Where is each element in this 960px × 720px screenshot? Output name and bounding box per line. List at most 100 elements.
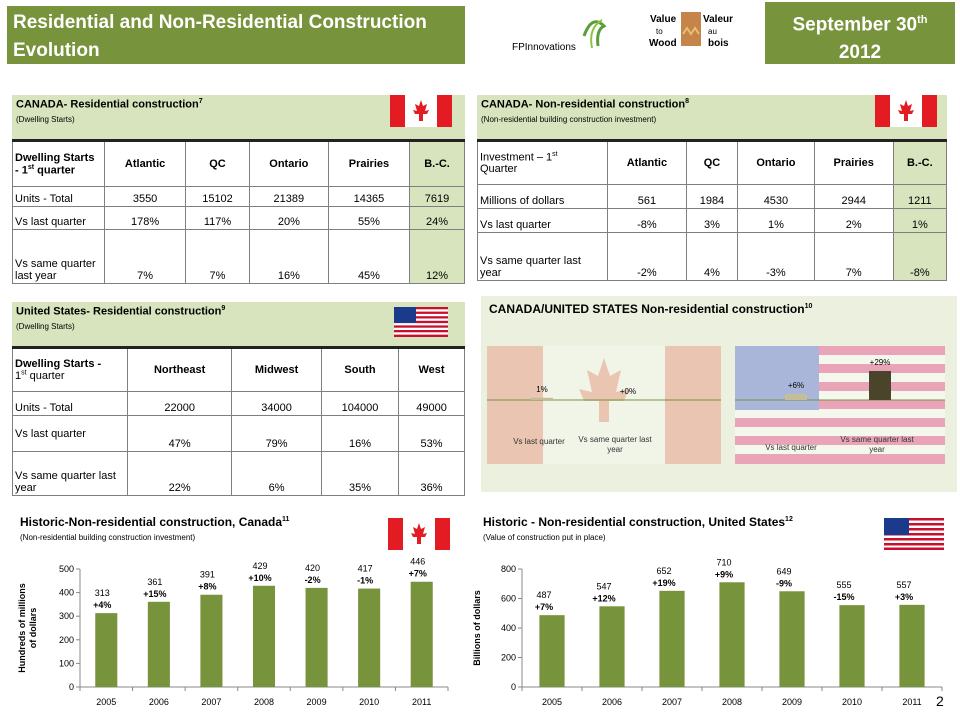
bar-change-label: -2% xyxy=(305,575,321,585)
chart-bar xyxy=(200,594,223,687)
canada-nonres-col: B.-C. xyxy=(892,140,948,185)
bar-change-label: +3% xyxy=(895,592,913,602)
canada-nonres-col0: Investment – 1st Quarter xyxy=(477,140,608,185)
flag-chart-category-label: Vs same quarter last xyxy=(578,435,652,444)
bar-change-label: +7% xyxy=(409,569,427,579)
bar-value-label: 446 xyxy=(410,557,425,567)
canada-residential-table: Dwelling Starts - 1st quarter Atlantic QC… xyxy=(12,139,465,284)
canada-res-sub: (Dwelling Starts) xyxy=(16,114,75,124)
bar-change-label: +4% xyxy=(93,600,111,610)
flag-chart-value-label: +29% xyxy=(870,358,891,367)
y-tick-label: 400 xyxy=(59,588,74,598)
fp-logo-text: FPInnovations xyxy=(512,42,576,53)
flag-chart-value-label: 1% xyxy=(536,385,548,394)
canada-nonres-col: Prairies xyxy=(813,140,894,185)
nonres-flag-panel: CANADA/UNITED STATES Non-residential con… xyxy=(481,296,957,492)
table-row: Units - Total 22000 34000 104000 49000 xyxy=(12,391,465,416)
canada-res-col: Ontario xyxy=(248,140,329,187)
y-tick-label: 200 xyxy=(59,635,74,645)
chart-bar xyxy=(358,588,381,687)
flag-chart-bar xyxy=(869,371,891,400)
bar-value-label: 391 xyxy=(200,570,215,580)
bar-change-label: +12% xyxy=(592,593,615,603)
date-badge: September 30th 2012 xyxy=(765,2,955,64)
ns-panel-title: CANADA/UNITED STATES Non-residential con… xyxy=(489,302,813,316)
canada-residential-panel: CANADA- Residential construction7 (Dwell… xyxy=(12,95,465,284)
bar-value-label: 557 xyxy=(896,580,911,590)
v2w-text-1: Value xyxy=(650,14,677,25)
date-main: September 30 xyxy=(792,14,918,36)
canada-res-heading-sup: 7 xyxy=(198,98,203,105)
bar-value-label: 420 xyxy=(305,563,320,573)
page-number: 2 xyxy=(936,693,944,709)
flag-chart-category-label: year xyxy=(607,445,623,454)
x-tick-label: 2006 xyxy=(602,697,622,707)
y-tick-label: 0 xyxy=(511,682,516,692)
bar-change-label: +15% xyxy=(143,589,166,599)
bar-value-label: 313 xyxy=(95,588,110,598)
table-row: Vs same quarter last year -2% 4% -3% 7% … xyxy=(477,232,948,281)
usa-flag-icon xyxy=(884,518,944,550)
chart-bar xyxy=(599,606,625,687)
flag-chart-value-label: +0% xyxy=(620,387,636,396)
y-tick-label: 0 xyxy=(69,682,74,692)
chart-bar xyxy=(539,615,565,687)
y-axis-label: Billions of dollars xyxy=(472,590,482,666)
canada-nonresidential-table: Investment – 1st Quarter Atlantic QC Ont… xyxy=(477,139,948,281)
x-tick-label: 2010 xyxy=(842,697,862,707)
bar-value-label: 417 xyxy=(358,564,373,574)
bar-value-label: 361 xyxy=(147,577,162,587)
vab-text-3: bois xyxy=(708,38,729,49)
bar-value-label: 652 xyxy=(656,566,671,576)
canada-nonres-col: QC xyxy=(685,140,739,185)
bar-change-label: +7% xyxy=(535,602,553,612)
flag-chart-category-label: year xyxy=(869,445,885,454)
chart-bar xyxy=(147,601,170,687)
hist-us-title: Historic - Non-residential construction,… xyxy=(483,515,793,529)
chart-bar xyxy=(252,585,276,687)
logos: FPInnovations Value to Wood Valeur au bo… xyxy=(512,8,762,58)
flag-chart-bar xyxy=(531,397,553,400)
x-tick-label: 2010 xyxy=(359,697,379,707)
x-tick-label: 2007 xyxy=(201,697,221,707)
bar-change-label: +19% xyxy=(652,578,675,588)
bar-change-label: -9% xyxy=(776,578,792,588)
us-res-col: Midwest xyxy=(231,347,322,392)
us-residential-panel: United States- Residential construction9… xyxy=(12,302,465,496)
chart-bar xyxy=(779,591,805,687)
flag-charts-svg: 1% Vs last quarter +0% Vs same quarter last… xyxy=(487,346,945,464)
canada-res-col: QC xyxy=(185,140,250,187)
vab-text-2: au xyxy=(708,27,717,36)
x-tick-label: 2011 xyxy=(412,697,431,707)
chart-bar xyxy=(719,582,745,687)
y-tick-label: 200 xyxy=(501,653,516,663)
y-tick-label: 600 xyxy=(501,594,516,604)
table-row: Vs last quarter -8% 3% 1% 2% 1% xyxy=(477,208,948,233)
vab-text-1: Valeur xyxy=(703,14,733,25)
date-year: 2012 xyxy=(838,42,882,64)
bar-change-label: +9% xyxy=(715,569,733,579)
table-row: Units - Total 3550 15102 21389 14365 761… xyxy=(12,186,465,207)
chart-bar xyxy=(659,590,685,687)
canada-residential-header: CANADA- Residential construction7 (Dwell… xyxy=(12,95,465,139)
table-row: Vs same quarter last year 7% 7% 16% 45% … xyxy=(12,229,465,284)
v2w-text-3: Wood xyxy=(649,38,677,49)
bar-value-label: 710 xyxy=(716,557,731,567)
us-res-sub: (Dwelling Starts) xyxy=(16,321,75,331)
y-axis-label: Hundreds of millionsof dollars xyxy=(17,583,38,673)
table-row: Vs last quarter 47% 79% 16% 53% xyxy=(12,415,465,452)
chart-bar xyxy=(95,613,118,687)
us-res-col: Northeast xyxy=(126,347,233,392)
x-tick-label: 2009 xyxy=(307,697,327,707)
date-sup: th xyxy=(917,14,928,26)
fpinnovations-logo: FPInnovations Value to Wood Valeur au bo… xyxy=(512,12,733,53)
historic-canada-chart: 0 100 200 300 400 500 Hundreds of millionsof d… xyxy=(17,557,449,707)
hist-canada-subtitle: (Non-residential building construction i… xyxy=(20,533,196,542)
page-title: Residential and Non-Residential Construc… xyxy=(7,6,465,64)
canada-flag-icon xyxy=(875,95,937,127)
us-res-heading: United States- Residential construction xyxy=(16,305,222,318)
flag-chart-category-label: Vs last quarter xyxy=(765,443,817,452)
bar-change-label: +8% xyxy=(198,582,216,592)
canada-res-col: Prairies xyxy=(327,140,411,187)
bar-value-label: 649 xyxy=(776,566,791,576)
